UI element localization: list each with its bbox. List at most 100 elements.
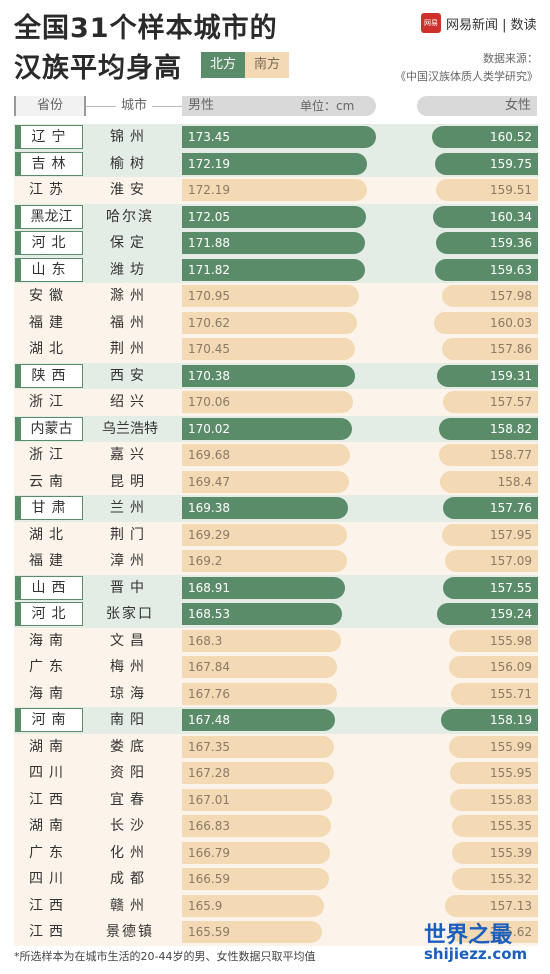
chart-title-line2: 汉族平均身高 [14,53,182,84]
province-label: 甘肃 [15,496,83,520]
city-label: 成都 [110,871,150,887]
male-bar [182,603,343,625]
male-bar [182,152,368,175]
chart-row: 山东 潍坊 171.82 159.63 [0,256,550,283]
city-label: 长沙 [110,818,150,834]
chart-row: 四川 成都 166.59 155.32 [0,866,550,893]
female-bar [432,126,538,148]
female-bar [440,470,538,493]
chart-row: 甘肃 兰州 169.38 157.76 [0,495,550,522]
province-label: 江西 [29,897,69,914]
chart-row: 黑龙江 哈尔滨 172.05 160.34 [0,203,550,230]
column-header-province: 省份 [14,96,86,116]
male-value: 171.82 [188,262,230,277]
female-value: 159.75 [490,156,532,171]
female-value: 157.86 [490,342,532,356]
male-value: 167.84 [188,660,230,674]
male-bar [182,788,332,811]
province-label: 江西 [29,791,69,808]
male-value: 167.28 [188,766,230,780]
male-bar [182,417,353,440]
female-bar [450,788,538,811]
male-bar [182,444,351,466]
chart-row: 四川 资阳 167.28 155.95 [0,760,550,787]
male-value: 165.9 [188,898,223,913]
male-bar [182,364,355,387]
province-label: 辽宁 [15,125,83,149]
city-label: 景德镇 [106,924,154,940]
male-value: 170.45 [188,342,230,356]
province-label: 湖南 [29,818,69,834]
female-bar [436,232,538,254]
province-label: 江西 [29,924,69,940]
watermark-text: 世界之最 [424,923,513,948]
city-label: 荆州 [110,341,150,357]
male-value: 169.2 [188,554,223,568]
chart-row: 广东 梅州 167.84 156.09 [0,654,550,681]
female-bar [438,444,538,466]
male-value: 172.19 [188,183,230,197]
city-label: 娄底 [110,738,150,755]
female-value: 160.03 [490,315,532,330]
female-value: 158.19 [490,713,532,727]
netease-logo: 网易 [421,13,441,33]
male-value: 168.91 [188,580,230,595]
female-bar [451,815,538,837]
city-label: 哈尔滨 [106,208,154,225]
male-bar [182,258,365,281]
city-label: 晋中 [110,579,150,596]
female-bar [451,841,538,864]
female-value: 157.95 [490,527,532,542]
city-label: 滁州 [110,288,150,304]
city-label: 潍坊 [110,261,150,278]
male-bar [182,629,341,652]
male-bar [182,497,349,519]
male-bar [182,470,349,493]
male-value: 167.48 [188,713,230,727]
province-label: 湖北 [29,341,69,357]
chart-row: 云南 昆明 169.47 158.4 [0,468,550,495]
female-bar [445,894,538,917]
female-value: 160.34 [490,209,532,224]
chart-row: 河北 保定 171.88 159.36 [0,230,550,257]
male-value: 166.59 [188,872,230,886]
male-value: 172.19 [188,156,230,171]
female-bar [436,364,538,387]
chart-row: 内蒙古 乌兰浩特 170.02 158.82 [0,415,550,442]
province-label: 河北 [15,231,83,255]
female-value: 159.24 [490,607,532,621]
city-label: 宜春 [110,791,150,808]
female-value: 157.76 [490,501,532,515]
male-bar [182,285,359,307]
city-label: 文昌 [110,632,150,649]
male-bar [182,894,325,917]
province-label: 陕西 [15,363,83,388]
province-label: 云南 [29,473,69,490]
male-value: 170.38 [188,368,230,383]
male-value: 167.76 [188,686,230,701]
male-bar [182,815,331,837]
female-bar [441,523,538,546]
city-label: 昆明 [110,473,150,490]
province-label: 湖南 [29,738,69,755]
city-label: 西安 [110,367,150,384]
female-bar [438,417,538,440]
chart-row: 福建 漳州 169.2 157.09 [0,548,550,575]
female-bar [443,391,538,413]
male-bar [182,232,366,254]
female-value: 157.98 [490,289,532,303]
female-bar [449,656,538,678]
male-value: 169.29 [188,527,230,542]
legend-south: 南方 [245,52,289,78]
city-label: 绍兴 [110,394,150,410]
watermark-url: shijiezz.com [424,945,528,963]
male-value: 170.02 [188,421,230,436]
chart-row: 江西 赣州 165.9 157.13 [0,892,550,919]
legend-north: 北方 [201,52,245,78]
female-value: 159.51 [490,183,532,197]
province-label: 山东 [15,257,83,282]
male-value: 169.38 [188,501,230,515]
chart-row: 湖南 娄底 167.35 155.99 [0,733,550,760]
chart-row: 安徽 滁州 170.95 157.98 [0,283,550,310]
male-bar [182,550,347,572]
